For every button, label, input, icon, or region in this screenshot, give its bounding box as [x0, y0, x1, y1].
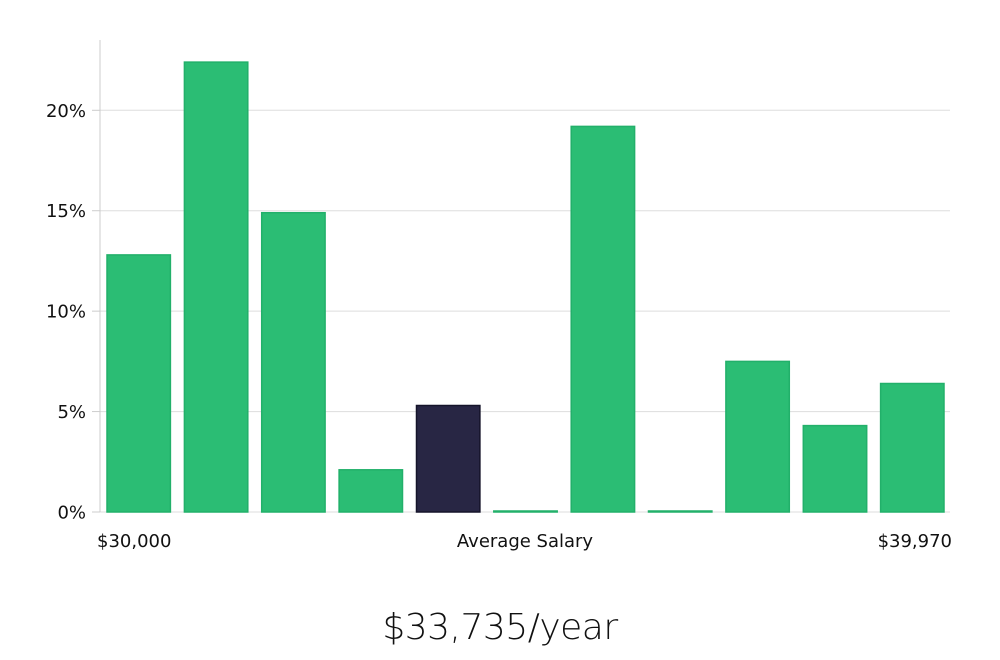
- salary-bar: [106, 254, 172, 513]
- salary-bar: [647, 510, 713, 513]
- y-tick-label: 15%: [46, 201, 86, 222]
- salary-bar: [802, 424, 868, 513]
- salary-bar: [493, 510, 558, 513]
- salary-bar: [879, 382, 945, 513]
- y-tick-label: 5%: [57, 402, 86, 423]
- y-tick-label: 0%: [57, 503, 86, 524]
- x-axis-min-label: $30,000: [97, 531, 171, 552]
- x-axis-max-label: $39,970: [878, 531, 952, 552]
- y-tick-label: 10%: [46, 302, 86, 323]
- bars: [106, 61, 945, 513]
- x-axis-title: Average Salary: [457, 531, 594, 552]
- salary-bar: [570, 125, 636, 513]
- average-salary-value: $33,735/year: [382, 607, 618, 648]
- salary-bar: [260, 211, 326, 513]
- salary-bar: [338, 469, 404, 513]
- salary-bar: [183, 61, 249, 513]
- average-salary-bar: [415, 404, 481, 513]
- y-axis-ticks: 0% 5% 10% 15% 20%: [46, 101, 86, 524]
- salary-bar: [725, 360, 791, 513]
- y-tick-label: 20%: [46, 101, 86, 122]
